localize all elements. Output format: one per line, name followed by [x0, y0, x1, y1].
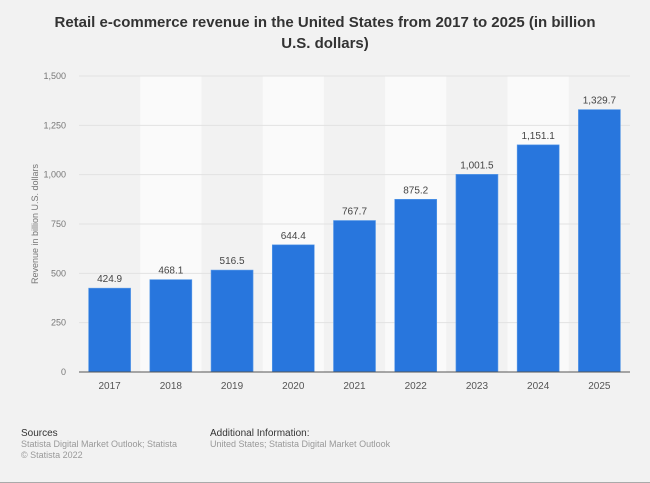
- data-label: 1,151.1: [521, 131, 555, 142]
- y-tick-label: 750: [51, 219, 66, 229]
- bar-chart: 0 250 500 750 1,000 1,250 1,500 Revenue in bill…: [30, 71, 630, 392]
- y-tick-label: 1,250: [43, 120, 66, 130]
- data-label: 875.2: [403, 185, 428, 196]
- y-tick-label: 1,500: [43, 71, 66, 81]
- bar: [271, 244, 315, 373]
- x-tick-label: 2018: [160, 381, 183, 392]
- x-tick-label: 2020: [282, 381, 305, 392]
- x-tick-label: 2022: [405, 381, 428, 392]
- bar: [88, 287, 131, 373]
- x-tick-label: 2025: [588, 381, 611, 392]
- sources-text[interactable]: Statista Digital Market Outlook; Statist…: [21, 439, 178, 449]
- y-tick-label: 500: [51, 268, 66, 278]
- bar: [333, 220, 376, 373]
- y-tick-label: 0: [61, 367, 66, 377]
- bar: [516, 144, 560, 373]
- additional-info-block: Additional Information: United States; S…: [210, 428, 390, 450]
- y-tick-label: 250: [51, 318, 66, 328]
- data-label: 767.7: [342, 207, 367, 218]
- copyright: © Statista 2022: [21, 450, 83, 460]
- x-tick-label: 2019: [221, 381, 244, 392]
- x-tick-label: 2024: [527, 381, 550, 392]
- additional-info-text: United States; Statista Digital Market O…: [210, 439, 391, 449]
- sources-block: Sources Statista Digital Market Outlook;…: [21, 428, 177, 461]
- y-axis-label: Revenue in billion U.S. dollars: [30, 163, 40, 284]
- chart-title: Retail e-commerce revenue in the United …: [54, 14, 596, 52]
- data-label: 644.4: [281, 231, 306, 242]
- bar: [149, 279, 193, 373]
- bar: [210, 269, 254, 373]
- x-tick-label: 2017: [98, 381, 121, 392]
- data-label: 1,001.5: [460, 160, 494, 171]
- data-label: 1,329.7: [583, 96, 617, 107]
- data-label: 468.1: [158, 266, 183, 277]
- additional-info-heading: Additional Information:: [210, 428, 310, 439]
- data-label: 516.5: [220, 256, 245, 267]
- bar: [394, 198, 438, 373]
- bar: [578, 109, 621, 373]
- y-tick-label: 1,000: [43, 170, 66, 180]
- x-tick-label: 2023: [466, 381, 489, 392]
- x-tick-label: 2021: [343, 381, 366, 392]
- bar: [455, 174, 499, 373]
- sources-heading: Sources: [21, 428, 58, 439]
- data-label: 424.9: [97, 274, 122, 285]
